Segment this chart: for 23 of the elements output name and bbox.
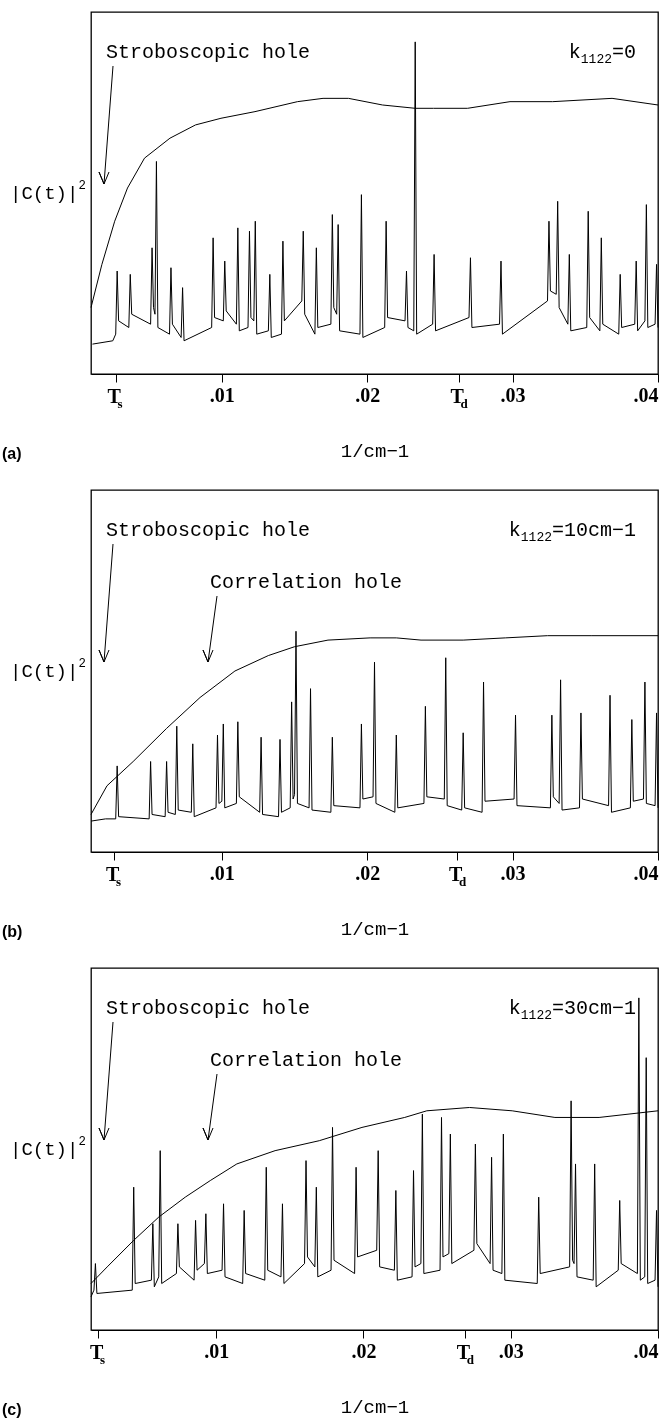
- x-tick-label: .02: [351, 1339, 377, 1362]
- x-tick-label: .02: [355, 861, 381, 884]
- x-tick-label: .04: [633, 1339, 659, 1362]
- annotation: Stroboscopic hole: [106, 997, 311, 1020]
- annotation: Stroboscopic hole: [106, 41, 311, 64]
- x-axis-title: 1/cm−1: [340, 440, 410, 463]
- x-axis-title: 1/cm−1: [340, 1396, 410, 1419]
- x-tick-label: .01: [209, 861, 235, 884]
- x-tick-label: .01: [209, 383, 235, 406]
- x-tick-label: .03: [500, 383, 526, 406]
- text: Stroboscopic hole: [106, 519, 311, 542]
- x-tick-label: .02: [355, 383, 381, 406]
- x-tick-label: .03: [498, 1339, 524, 1362]
- text: (b): [2, 923, 23, 940]
- text: (a): [2, 445, 22, 462]
- text: Correlation hole: [210, 571, 403, 594]
- x-tick-label: .01: [204, 1339, 230, 1362]
- text: (c): [2, 1401, 22, 1418]
- x-tick-label: .03: [500, 861, 526, 884]
- annotation: Correlation hole: [210, 1049, 403, 1072]
- x-axis-title: 1/cm−1: [340, 918, 410, 941]
- x-tick-label: .04: [633, 861, 659, 884]
- x-tick-label: .04: [633, 383, 659, 406]
